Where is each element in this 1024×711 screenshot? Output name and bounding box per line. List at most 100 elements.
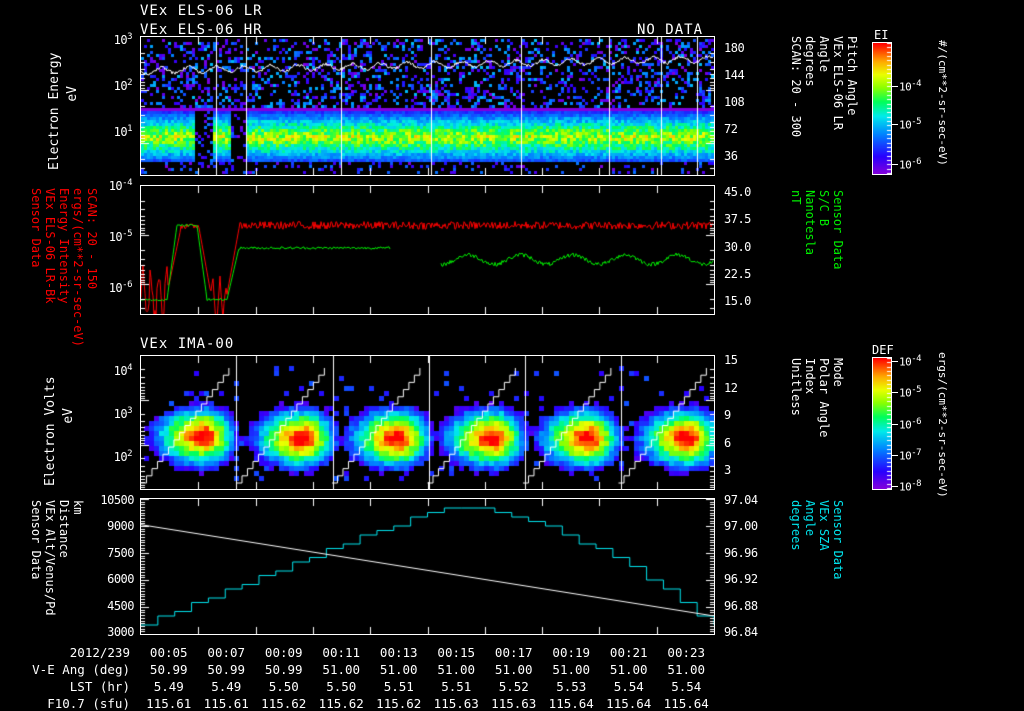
colorbar-tick-label: 10-5 (899, 385, 922, 400)
axis-tick-label: 96.88 (724, 598, 758, 613)
axis-name-line: VEx Alt/Venus/Pd (43, 500, 58, 616)
colorbar-tick-label: 10-4 (899, 353, 922, 369)
panel1-title-hr: VEx ELS-06 HR (140, 22, 263, 38)
panel3-left-axis-name: Electron Volts (43, 376, 58, 486)
axis-tick-label: 144 (724, 68, 745, 82)
table-cell: 5.49 (211, 679, 242, 694)
panel1-left-axis-unit: eV (65, 86, 80, 102)
table-cell: 115.62 (376, 696, 422, 711)
table-row-label: F10.7 (sfu) (47, 696, 130, 711)
axis-tick-label: 72 (724, 122, 738, 136)
axis-name-line: Mode (831, 358, 846, 387)
table-cell: 51.00 (379, 662, 418, 677)
table-cell: 00:07 (207, 645, 246, 660)
table-cell: 50.99 (207, 662, 246, 677)
axis-name-line: Pitch Angle (845, 36, 860, 116)
axis-tick-label: 7500 (107, 545, 134, 560)
axis-tick-label: 3 (724, 463, 731, 477)
axis-tick-label: 15 (724, 353, 738, 367)
table-cell: 5.53 (556, 679, 587, 694)
table-row-label: V-E Ang (deg) (32, 662, 130, 677)
colorbar-tick-mark (892, 124, 898, 126)
colorbar-tick-mark (892, 85, 898, 87)
table-cell: 00:23 (667, 645, 706, 660)
colorbar1-gradient (872, 42, 892, 175)
panel1-title-lr: VEx ELS-06 LR (140, 3, 263, 19)
panel2-plot-area[interactable] (140, 185, 715, 315)
axis-name-line: Energy Intensity (57, 188, 72, 304)
panel3-plot-area[interactable] (140, 355, 715, 490)
table-cell: 51.00 (609, 662, 648, 677)
axis-tick-label: 104 (113, 363, 133, 378)
table-cell: 115.64 (606, 696, 652, 711)
axis-tick-label: 180 (724, 41, 745, 55)
table-cell: 51.00 (437, 662, 476, 677)
axis-name-line: Index (803, 358, 818, 395)
axis-tick-label: 3000 (107, 625, 134, 639)
table-cell: 00:13 (379, 645, 418, 660)
axis-tick-label: 4500 (107, 598, 134, 613)
axis-tick-label: 30.0 (724, 239, 751, 254)
axis-name-line: degrees (789, 500, 804, 551)
axis-tick-label: 10-5 (108, 229, 133, 244)
axis-name-line: SCAN: 20 - 150 (85, 188, 100, 290)
panel1-left-axis-name: Electron Energy (47, 52, 62, 170)
table-cell: 50.99 (264, 662, 303, 677)
axis-name-line: Nanotesla (803, 190, 818, 256)
table-cell: 115.63 (491, 696, 537, 711)
axis-tick-label: 102 (113, 78, 133, 93)
axis-tick-label: 103 (113, 406, 133, 421)
table-cell: 5.51 (383, 679, 414, 694)
table-cell: 51.00 (552, 662, 591, 677)
axis-name-line: VEx SZA (817, 500, 832, 551)
axis-tick-label: 96.84 (724, 625, 758, 639)
table-cell: 00:11 (322, 645, 361, 660)
table-cell: 115.62 (318, 696, 364, 711)
colorbar-tick-label: 10-6 (899, 157, 922, 173)
axis-tick-label: 36 (724, 149, 738, 163)
colorbar-tick-mark (892, 392, 898, 394)
panel4-plot-area[interactable] (140, 498, 715, 635)
panel3-left-axis-unit: eV (61, 408, 76, 424)
axis-name-line: nT (789, 190, 804, 205)
axis-tick-label: 97.04 (724, 493, 758, 507)
table-cell: 5.49 (153, 679, 184, 694)
table-cell: 5.54 (613, 679, 644, 694)
table-cell: 5.50 (326, 679, 357, 694)
colorbar-tick-label: 10-7 (899, 447, 922, 463)
colorbar-tick-mark (892, 454, 898, 456)
axis-tick-label: 103 (113, 32, 133, 47)
axis-tick-label: 10500 (100, 493, 134, 507)
table-cell: 115.61 (203, 696, 249, 711)
axis-name-line: Sensor Data (831, 190, 846, 270)
axis-tick-label: 15.0 (724, 294, 751, 308)
colorbar-tick-label: 10-4 (899, 78, 922, 94)
table-cell: 51.00 (667, 662, 706, 677)
colorbar-tick-mark (892, 360, 898, 362)
axis-name-line: Sensor Data (29, 500, 44, 580)
axis-tick-label: 102 (113, 449, 133, 464)
table-cell: 5.50 (268, 679, 299, 694)
table-cell: 115.61 (146, 696, 192, 711)
axis-tick-label: 22.5 (724, 266, 751, 281)
panel1-plot-area[interactable] (140, 36, 715, 176)
axis-tick-label: 9 (724, 408, 731, 422)
axis-tick-label: 96.92 (724, 572, 758, 587)
axis-name-line: degrees (803, 36, 818, 87)
table-cell: 5.52 (498, 679, 529, 694)
table-cell: 00:17 (494, 645, 533, 660)
axis-tick-label: 97.00 (724, 519, 758, 534)
axis-name-line: km (71, 500, 86, 515)
axis-name-line: S/C B (817, 190, 832, 227)
colorbar-tick-mark (892, 164, 898, 166)
table-cell: 115.63 (433, 696, 479, 711)
axis-tick-label: 45.0 (724, 185, 751, 199)
colorbar1-unit: #/(cm**2-sr-sec-eV) (936, 40, 950, 166)
colorbar-tick-mark (892, 423, 898, 425)
colorbar2-unit: ergs/(cm**2-sr-sec-eV) (936, 352, 950, 498)
table-cell: 115.62 (261, 696, 307, 711)
axis-tick-label: 101 (113, 124, 133, 139)
table-cell: 00:21 (609, 645, 648, 660)
axis-name-line: Distance (57, 500, 72, 558)
colorbar-tick-label: 10-5 (899, 117, 922, 133)
